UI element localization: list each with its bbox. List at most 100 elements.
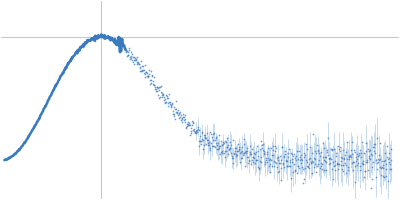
Point	[145, 76, 152, 79]
Point	[82, 41, 88, 44]
Point	[84, 38, 90, 42]
Point	[354, 157, 360, 160]
Point	[322, 160, 328, 163]
Point	[168, 105, 174, 108]
Point	[148, 82, 155, 85]
Point	[228, 143, 234, 147]
Point	[299, 165, 305, 168]
Point	[152, 88, 158, 91]
Point	[371, 145, 378, 149]
Point	[383, 167, 390, 170]
Point	[366, 154, 372, 157]
Point	[258, 139, 264, 142]
Point	[310, 132, 316, 136]
Point	[166, 101, 173, 104]
Point	[150, 83, 156, 86]
Point	[164, 104, 171, 107]
Point	[154, 89, 160, 92]
Point	[192, 131, 199, 134]
Point	[290, 170, 296, 174]
Point	[312, 149, 318, 152]
Point	[249, 156, 256, 159]
Point	[109, 36, 115, 39]
Point	[228, 155, 235, 158]
Point	[79, 44, 86, 48]
Point	[269, 164, 275, 168]
Point	[243, 146, 250, 149]
Point	[206, 144, 212, 147]
Point	[77, 47, 84, 50]
Point	[272, 144, 279, 147]
Point	[130, 60, 136, 63]
Point	[350, 160, 356, 163]
Point	[379, 159, 385, 163]
Point	[354, 152, 360, 155]
Point	[240, 153, 246, 156]
Point	[115, 44, 122, 47]
Point	[334, 162, 340, 165]
Point	[172, 118, 178, 121]
Point	[363, 160, 370, 163]
Point	[328, 157, 334, 161]
Point	[99, 35, 105, 38]
Point	[216, 144, 222, 147]
Point	[264, 152, 270, 155]
Point	[190, 128, 196, 131]
Point	[371, 142, 377, 146]
Point	[241, 138, 248, 141]
Point	[305, 165, 312, 168]
Point	[382, 151, 388, 154]
Point	[291, 152, 297, 156]
Point	[359, 161, 365, 164]
Point	[238, 157, 244, 160]
Point	[214, 148, 220, 151]
Point	[132, 58, 138, 62]
Point	[138, 59, 144, 62]
Point	[356, 153, 362, 156]
Point	[384, 179, 391, 182]
Point	[118, 41, 125, 44]
Point	[115, 40, 121, 43]
Point	[165, 102, 171, 105]
Point	[300, 167, 306, 170]
Point	[352, 164, 358, 167]
Point	[292, 169, 299, 172]
Point	[303, 159, 309, 162]
Point	[195, 127, 201, 130]
Point	[82, 41, 89, 44]
Point	[92, 39, 98, 42]
Point	[83, 41, 90, 44]
Point	[188, 126, 194, 129]
Point	[161, 102, 168, 105]
Point	[110, 38, 116, 41]
Point	[141, 68, 147, 72]
Point	[258, 160, 264, 163]
Point	[109, 38, 116, 41]
Point	[236, 145, 242, 148]
Point	[286, 160, 293, 164]
Point	[144, 71, 150, 75]
Point	[388, 159, 395, 162]
Point	[116, 39, 122, 43]
Point	[313, 151, 320, 154]
Point	[300, 155, 307, 158]
Point	[182, 117, 188, 120]
Point	[196, 144, 202, 148]
Point	[199, 131, 205, 134]
Point	[356, 152, 362, 155]
Point	[263, 160, 270, 163]
Point	[365, 168, 371, 172]
Point	[361, 151, 367, 154]
Point	[242, 164, 248, 168]
Point	[293, 159, 300, 162]
Point	[381, 175, 388, 178]
Point	[348, 155, 354, 158]
Point	[163, 93, 170, 97]
Point	[172, 107, 178, 111]
Point	[333, 154, 340, 157]
Point	[372, 158, 379, 161]
Point	[81, 44, 87, 47]
Point	[172, 99, 179, 102]
Point	[167, 102, 173, 105]
Point	[133, 59, 139, 62]
